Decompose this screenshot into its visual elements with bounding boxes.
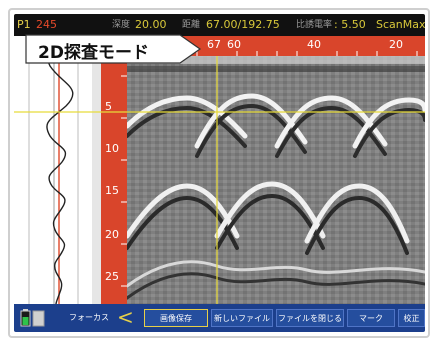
battery-icon: [20, 309, 45, 327]
depth-tick: 20: [105, 228, 119, 241]
status-bar: P1 245 深度 20.00 距離 67.00/192.75 比誘電率 : 5…: [14, 14, 425, 36]
distance-tick: 20: [389, 38, 403, 51]
amplitude-trace: [28, 35, 79, 305]
distance-tick: 67: [207, 38, 221, 51]
status-value-1: 245: [36, 18, 57, 31]
permittivity-value: : 5.50: [334, 18, 366, 31]
depth-tick: 25: [105, 270, 119, 283]
depth-value: 20.00: [135, 18, 167, 31]
amplitude-trace-panel: [14, 35, 92, 305]
callout-shape: [25, 34, 202, 64]
probe-id: P1: [17, 18, 31, 31]
calibrate-button[interactable]: 校正: [398, 309, 425, 327]
distance-label: 距離: [182, 20, 201, 30]
depth-ruler-ticks: [121, 75, 127, 287]
bottom-toolbar: フォーカス < 画像保存 新しいファイル ファイルを閉じる マーク 校正: [14, 304, 425, 332]
focus-prev-button[interactable]: <: [117, 305, 134, 329]
depth-tick: 5: [105, 100, 112, 113]
close-file-button[interactable]: ファイルを閉じる: [276, 309, 344, 327]
permittivity-label: 比誘電率: [296, 20, 333, 30]
app-name: ScanMax: [376, 18, 425, 31]
depth-ruler: 5 10 15 20 25: [101, 36, 127, 304]
depth-label: 深度: [112, 20, 131, 30]
mode-label: 2D探査モード: [38, 43, 149, 63]
distance-tick: 40: [307, 38, 321, 51]
distance-tick: 60: [227, 38, 241, 51]
depth-cursor-line[interactable]: [14, 111, 425, 113]
depth-tick: 15: [105, 184, 119, 197]
device-screen: P1 245 深度 20.00 距離 67.00/192.75 比誘電率 : 5…: [14, 14, 425, 332]
radargram-image: [127, 36, 425, 304]
distance-value: 67.00/192.75: [206, 18, 280, 31]
mark-button[interactable]: マーク: [347, 309, 395, 327]
radargram-view[interactable]: [127, 36, 425, 304]
new-file-button[interactable]: 新しいファイル: [211, 309, 273, 327]
focus-label: フォーカス: [69, 313, 109, 322]
save-image-button[interactable]: 画像保存: [144, 309, 208, 327]
depth-tick: 10: [105, 142, 119, 155]
mode-callout: 2D探査モード: [24, 33, 204, 69]
